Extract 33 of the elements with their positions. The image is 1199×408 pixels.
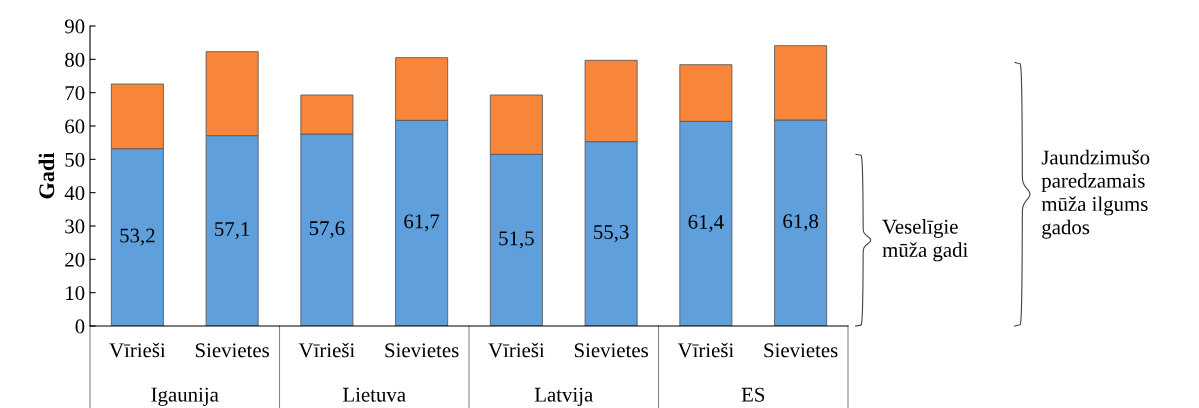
y-tick-label: 20 [65, 252, 85, 267]
x-tick-label: Vīrieši [109, 342, 166, 358]
data-label: 51,5 [499, 231, 534, 249]
y-tick-label: 60 [65, 119, 85, 134]
data-label: 57,1 [215, 222, 250, 240]
x-tick-label: Sievietes [574, 343, 648, 358]
data-label: 53,2 [120, 228, 155, 246]
text: Jaundzimušo paredzamais mūža ilgums gados [1041, 149, 1150, 239]
x-tick-label: Vīrieši [488, 342, 545, 358]
y-tick-label: 0 [75, 319, 85, 334]
x-tick-label: Sievietes [195, 343, 269, 358]
data-label: 57,6 [309, 221, 345, 239]
data-label: 61,4 [688, 214, 724, 232]
data-label: 61,8 [783, 214, 819, 232]
x-tick-label: Vīrieši [677, 342, 734, 358]
y-tick-label: 10 [66, 286, 85, 301]
data-label: 61,7 [404, 214, 440, 232]
x-tick-label: Sievietes [764, 343, 838, 358]
y-tick-label: 80 [65, 52, 85, 67]
data-label: 55,3 [594, 225, 629, 243]
y-tick-label: 50 [65, 152, 85, 167]
text: ES [741, 387, 765, 402]
y-tick-label: 90 [64, 19, 85, 34]
x-tick-label: Sievietes [385, 343, 459, 358]
text: Veselīgie mūža gadi [882, 219, 968, 262]
text: Lietuva [343, 387, 406, 402]
y-tick-label: 40 [64, 186, 85, 201]
y-tick-label: 70 [65, 86, 85, 101]
x-tick-label: Vīrieši [298, 342, 355, 358]
text: Latvija [534, 387, 593, 406]
text: Igaunija [151, 387, 219, 406]
y-tick-label: 30 [65, 219, 85, 234]
y-axis-title: Gadi [38, 152, 55, 199]
